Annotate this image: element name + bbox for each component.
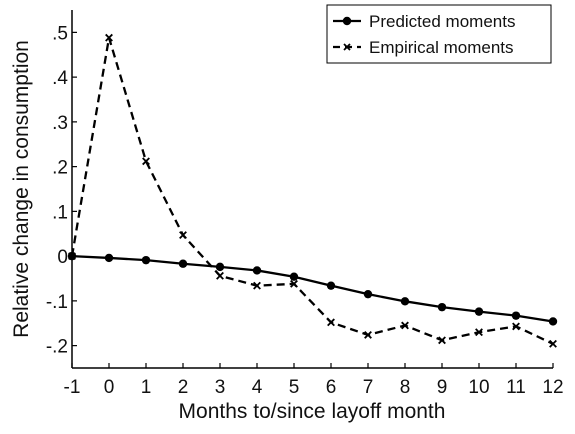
legend-marker-predicted bbox=[342, 16, 352, 26]
y-tick-label: .3 bbox=[52, 113, 68, 134]
data-point-empirical bbox=[364, 330, 372, 339]
y-tick-label: -.2 bbox=[46, 337, 68, 358]
y-tick-label: .5 bbox=[52, 23, 68, 44]
data-point-predicted bbox=[326, 281, 336, 290]
series-line-predicted bbox=[71, 254, 554, 323]
plot-area: -1 0 1 2 3 4 5 6 7 8 9 10 11 12 .5.4.3.2.10-.1-.2 bbox=[46, 10, 564, 398]
data-point-empirical bbox=[549, 339, 557, 348]
data-point-empirical bbox=[179, 231, 187, 240]
data-point-empirical bbox=[438, 336, 446, 345]
legend-box bbox=[326, 4, 552, 64]
x-tick-label: 5 bbox=[289, 377, 300, 398]
data-point-empirical bbox=[327, 318, 335, 327]
series-line-empirical bbox=[70, 36, 554, 345]
y-tick-label: 0 bbox=[57, 247, 68, 268]
x-tick-label: 2 bbox=[178, 377, 189, 398]
x-ticks: -1 0 1 2 3 4 5 6 7 8 9 10 11 12 bbox=[64, 363, 564, 398]
y-tick-label: -.1 bbox=[46, 292, 68, 313]
legend-label-empirical: Empirical moments bbox=[369, 38, 514, 57]
data-point-predicted bbox=[474, 307, 484, 316]
data-point-predicted bbox=[511, 311, 521, 320]
y-tick-label: .4 bbox=[52, 68, 68, 89]
data-point-empirical bbox=[290, 279, 298, 288]
x-tick-label: 12 bbox=[542, 377, 563, 398]
data-point-predicted bbox=[437, 302, 447, 312]
x-tick-label: 0 bbox=[104, 377, 115, 398]
series-markers bbox=[67, 33, 558, 348]
x-tick-label: 8 bbox=[400, 377, 411, 398]
x-tick-label: 4 bbox=[252, 377, 263, 398]
data-point-empirical bbox=[105, 33, 113, 42]
x-tick-label: 7 bbox=[363, 377, 374, 398]
data-point-predicted bbox=[178, 259, 188, 268]
data-point-empirical bbox=[253, 281, 261, 290]
data-point-predicted bbox=[289, 272, 299, 281]
data-point-predicted bbox=[215, 262, 225, 272]
y-tick-label: .1 bbox=[52, 202, 68, 223]
x-tick-label: -1 bbox=[64, 377, 81, 398]
data-point-predicted bbox=[252, 266, 262, 275]
legend: Predicted moments Empirical moments bbox=[326, 4, 552, 64]
x-tick-label: 9 bbox=[437, 377, 448, 398]
data-point-empirical bbox=[475, 328, 483, 337]
data-point-empirical bbox=[401, 321, 409, 330]
legend-label-predicted: Predicted moments bbox=[369, 12, 515, 31]
y-tick-label: .2 bbox=[52, 158, 68, 179]
y-axis-label: Relative change in consumption bbox=[10, 40, 33, 338]
series-lines bbox=[70, 36, 554, 345]
data-point-predicted bbox=[548, 317, 558, 326]
data-point-predicted bbox=[104, 253, 114, 263]
x-tick-label: 6 bbox=[326, 377, 337, 398]
y-ticks: .5 .4 .3 .2 .1 0 -.1 -.2 bbox=[46, 23, 77, 358]
data-point-empirical bbox=[512, 322, 520, 331]
data-point-predicted bbox=[363, 289, 373, 299]
x-axis-label: Months to/since layoff month bbox=[179, 400, 446, 423]
x-tick-label: 11 bbox=[506, 377, 526, 398]
data-point-empirical bbox=[142, 157, 150, 166]
x-tick-label: 10 bbox=[468, 377, 489, 398]
data-point-predicted bbox=[141, 255, 151, 265]
legend-marker-empirical bbox=[343, 43, 351, 51]
x-tick-label: 1 bbox=[141, 377, 152, 398]
data-point-empirical bbox=[216, 271, 224, 280]
data-point-predicted bbox=[400, 297, 410, 306]
x-tick-label: 3 bbox=[215, 377, 226, 398]
data-point-empirical bbox=[68, 252, 76, 261]
